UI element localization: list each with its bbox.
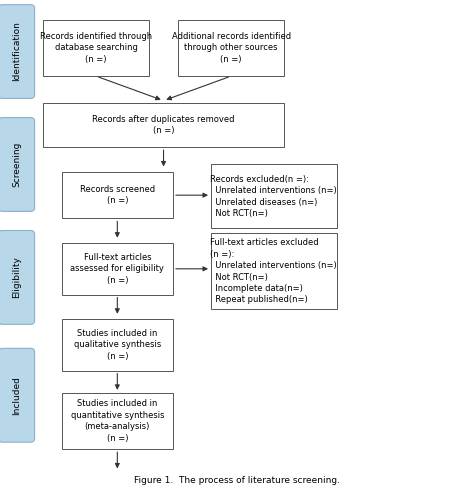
FancyBboxPatch shape	[0, 231, 35, 325]
FancyBboxPatch shape	[178, 20, 284, 76]
FancyBboxPatch shape	[62, 172, 173, 218]
FancyBboxPatch shape	[0, 118, 35, 211]
Text: Studies included in
quantitative synthesis
(meta-analysis)
(n =): Studies included in quantitative synthes…	[71, 399, 164, 443]
Text: Records screened
(n =): Records screened (n =)	[80, 185, 155, 205]
FancyBboxPatch shape	[0, 349, 35, 442]
Text: Records identified through
database searching
(n =): Records identified through database sear…	[40, 32, 152, 64]
FancyBboxPatch shape	[62, 243, 173, 295]
Text: Studies included in
qualitative synthesis
(n =): Studies included in qualitative synthesi…	[73, 329, 161, 361]
FancyBboxPatch shape	[43, 20, 149, 76]
Text: Identification: Identification	[12, 22, 21, 82]
Text: Records after duplicates removed
(n =): Records after duplicates removed (n =)	[92, 115, 235, 136]
Text: Screening: Screening	[12, 142, 21, 187]
Text: Full-text articles
assessed for eligibility
(n =): Full-text articles assessed for eligibil…	[70, 253, 164, 285]
FancyBboxPatch shape	[211, 164, 337, 228]
Text: Records excluded(n =):
  Unrelated interventions (n=)
  Unrelated diseases (n=)
: Records excluded(n =): Unrelated interve…	[210, 175, 337, 218]
Text: Eligibility: Eligibility	[12, 256, 21, 299]
FancyBboxPatch shape	[62, 393, 173, 449]
FancyBboxPatch shape	[211, 233, 337, 309]
FancyBboxPatch shape	[62, 319, 173, 371]
FancyBboxPatch shape	[43, 103, 284, 147]
Text: Included: Included	[12, 376, 21, 415]
Text: Additional records identified
through other sources
(n =): Additional records identified through ot…	[172, 32, 291, 64]
FancyBboxPatch shape	[0, 5, 35, 98]
Text: Figure 1.  The process of literature screening.: Figure 1. The process of literature scre…	[134, 476, 340, 485]
Text: Full-text articles excluded
(n =):
  Unrelated interventions (n=)
  Not RCT(n=)
: Full-text articles excluded (n =): Unrel…	[210, 238, 337, 304]
